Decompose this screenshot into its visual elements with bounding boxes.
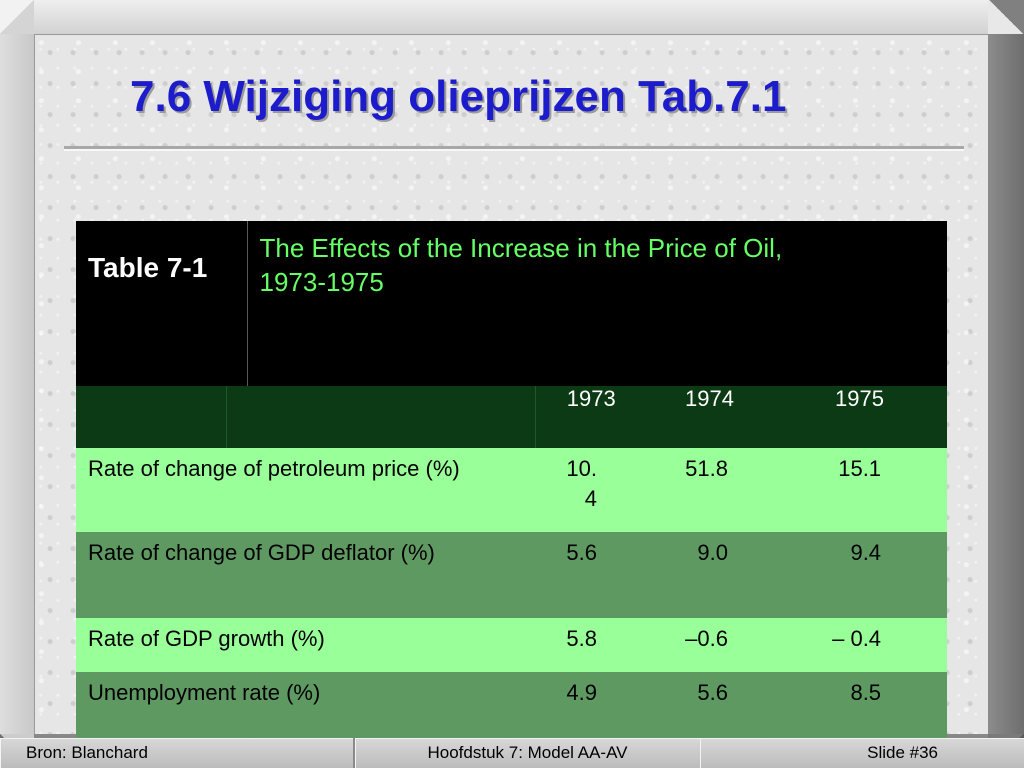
title-divider xyxy=(64,146,964,151)
value-cell: 5.6 xyxy=(647,672,772,744)
oil-price-effects-table: Table 7-1 The Effects of the Increase in… xyxy=(76,221,948,744)
table-number: Table 7-1 xyxy=(76,221,248,386)
slide-title: 7.6 Wijziging olieprijzen Tab.7.1 xyxy=(130,72,787,121)
frame-left-bevel xyxy=(0,0,34,768)
footer-slide-number: Slide #36 xyxy=(700,738,1024,768)
table-row: Rate of change of petroleum price (%) 10… xyxy=(76,448,948,532)
table-row: Unemployment rate (%) 4.9 5.6 8.5 xyxy=(76,672,948,744)
frame-right-bevel xyxy=(988,0,1024,768)
frame-top-bevel xyxy=(0,0,1024,34)
value-cell: 5.6 xyxy=(535,532,647,618)
value-cell: 5.8 xyxy=(535,618,647,672)
table-caption: The Effects of the Increase in the Price… xyxy=(247,221,948,386)
value-cell: – 0.4 xyxy=(772,618,948,672)
slide-footer: Bron: Blanchard Hoofdstuk 7: Model AA-AV… xyxy=(0,738,1024,768)
row-label: Unemployment rate (%) xyxy=(76,672,535,744)
value-cell: 10. 4 xyxy=(535,448,647,532)
year-1974-header: 1974 xyxy=(647,386,772,448)
frame-corner xyxy=(988,0,1024,34)
empty-header-cell xyxy=(76,386,227,448)
value-cell: 15.1 xyxy=(772,448,948,532)
table-caption-line: The Effects of the Increase in the Price… xyxy=(259,233,783,263)
value-cell: 51.8 xyxy=(647,448,772,532)
row-label: Rate of GDP growth (%) xyxy=(76,618,535,672)
value-1973-part1: 10. 4 xyxy=(566,456,597,511)
year-header-row: 1973 1974 1975 xyxy=(76,386,948,448)
value-cell: 9.4 xyxy=(772,532,948,618)
table-row: Rate of GDP growth (%) 5.8 –0.6 – 0.4 xyxy=(76,618,948,672)
table-row: Rate of change of GDP deflator (%) 5.6 9… xyxy=(76,532,948,618)
row-label: Rate of change of GDP deflator (%) xyxy=(76,532,535,618)
footer-chapter: Hoofdstuk 7: Model AA-AV xyxy=(355,738,702,768)
table-caption-years: 1973-1975 xyxy=(259,267,384,297)
row-label: Rate of change of petroleum price (%) xyxy=(76,448,535,532)
value-cell: 4.9 xyxy=(535,672,647,744)
value-cell: –0.6 xyxy=(647,618,772,672)
frame-corner xyxy=(0,0,34,34)
year-1973-header: 1973 xyxy=(535,386,647,448)
table-header-row: Table 7-1 The Effects of the Increase in… xyxy=(76,221,948,386)
year-1975-header: 1975 xyxy=(772,386,948,448)
footer-source: Bron: Blanchard xyxy=(0,738,355,768)
value-cell: 8.5 xyxy=(772,672,948,744)
empty-header-cell xyxy=(226,386,536,448)
value-cell: 9.0 xyxy=(647,532,772,618)
